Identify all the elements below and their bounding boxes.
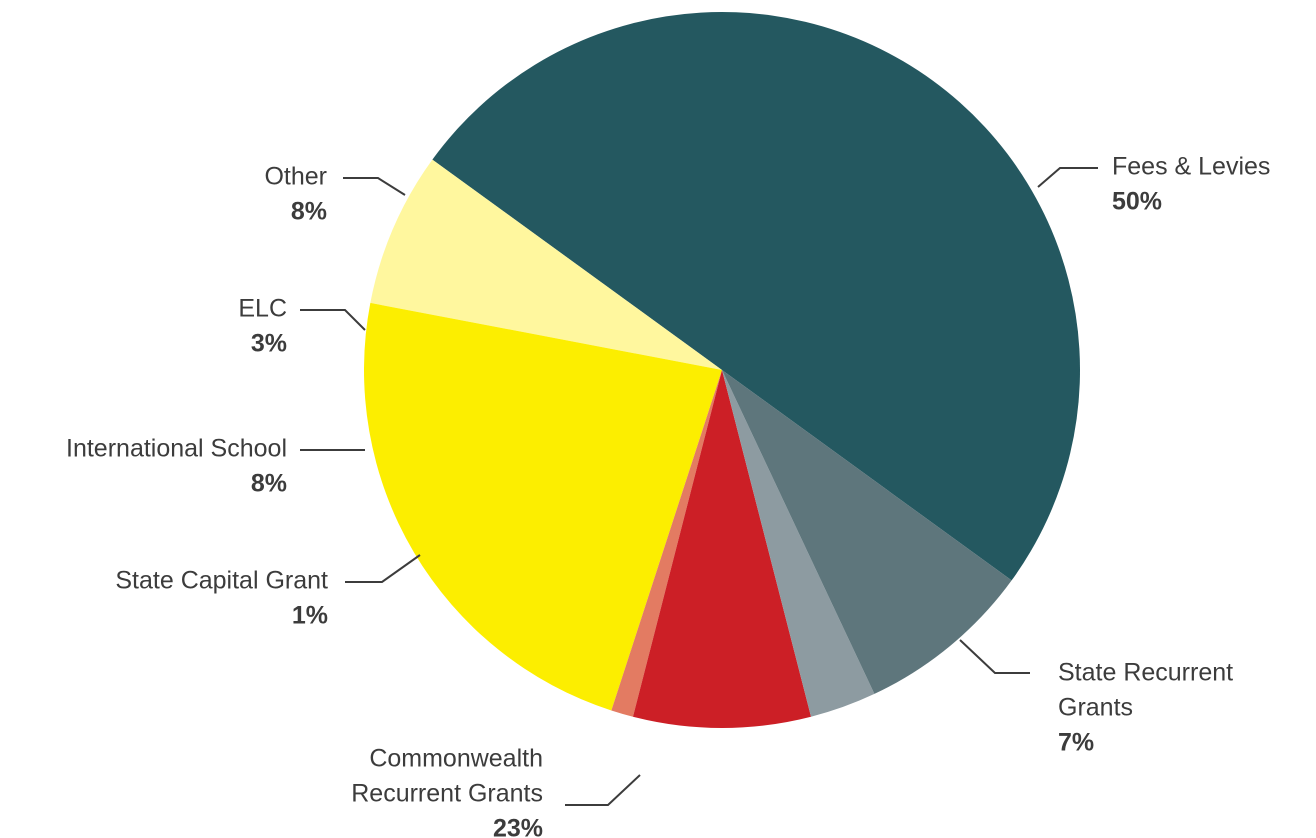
leader-line — [565, 774, 641, 806]
slice-category-label: Grants — [1058, 694, 1133, 722]
leader-line — [300, 309, 366, 331]
leader-line — [343, 177, 406, 196]
slice-category-label: International School — [66, 435, 287, 463]
slice-value-label: 1% — [292, 602, 328, 630]
pie-slice — [722, 370, 1012, 694]
leader-line — [959, 639, 1030, 674]
leader-lines — [300, 167, 1098, 806]
slice-value-label: 23% — [493, 815, 543, 838]
slice-category-label: Fees & Levies — [1112, 153, 1270, 181]
pie-slice — [611, 370, 722, 717]
pie-slice — [722, 370, 875, 717]
pie-slice — [432, 11, 1081, 581]
pie-slice — [363, 302, 722, 711]
slice-category-label: State Capital Grant — [115, 567, 328, 595]
pie-slice — [632, 370, 812, 728]
leader-line — [345, 554, 421, 583]
slice-category-label: Recurrent Grants — [351, 780, 543, 808]
pie-slice — [370, 159, 722, 370]
slice-labels: Fees & Levies 50% State Recurrent Grants 7% C… — [66, 153, 1270, 838]
pie-slices — [363, 11, 1081, 728]
slice-value-label: 7% — [1058, 729, 1094, 757]
slice-category-label: ELC — [238, 295, 287, 323]
slice-category-label: State Recurrent — [1058, 659, 1233, 687]
slice-value-label: 8% — [291, 198, 327, 226]
slice-value-label: 50% — [1112, 188, 1162, 216]
slice-category-label: Commonwealth — [369, 745, 543, 773]
slice-value-label: 8% — [251, 470, 287, 498]
leader-line — [1037, 167, 1098, 188]
slice-category-label: Other — [264, 163, 327, 191]
slice-value-label: 3% — [251, 330, 287, 358]
